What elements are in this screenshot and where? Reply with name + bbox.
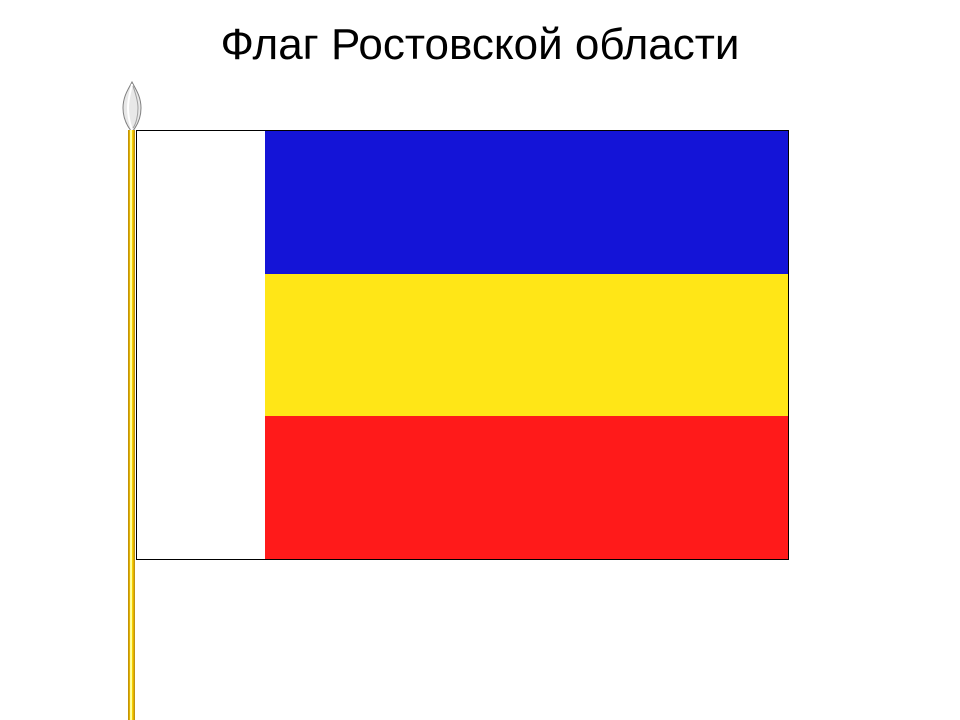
spearhead-icon bbox=[118, 80, 146, 134]
stripe-blue bbox=[265, 131, 788, 274]
pole-highlight bbox=[130, 130, 132, 720]
page-title: Флаг Ростовской области bbox=[0, 0, 960, 70]
fly-stripes-group bbox=[265, 131, 788, 559]
hoist-white-stripe bbox=[137, 131, 265, 559]
flag-cloth bbox=[136, 130, 789, 560]
stripe-red bbox=[265, 416, 788, 559]
stripe-yellow bbox=[265, 274, 788, 417]
